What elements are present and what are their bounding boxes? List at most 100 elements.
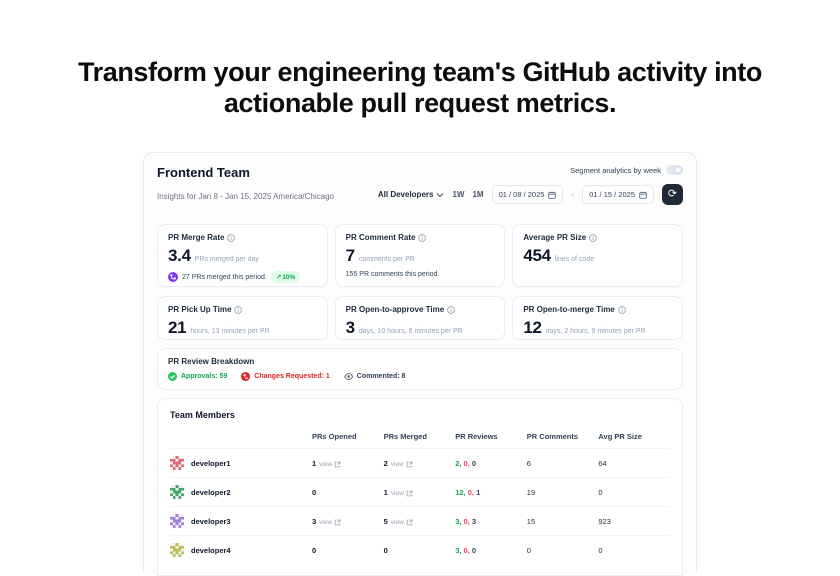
- metric-value: 12: [523, 318, 542, 337]
- table-row: developer2 0 view 1 view 12, 0, 1 19 0: [170, 477, 670, 506]
- external-link-icon: [406, 461, 413, 467]
- review-breakdown-card: PR Review Breakdown Approvals: 59 Change…: [157, 348, 683, 390]
- table-row: developer1 1 view 2 view 2, 0, 0 6 64: [170, 448, 670, 477]
- commented-item: Commented: 8: [343, 372, 406, 381]
- team-members-title: Team Members: [170, 410, 235, 420]
- metric-unit: days, 2 hours, 9 minutes per PR: [545, 328, 646, 335]
- pr-comments-value: 19: [526, 487, 536, 497]
- segment-toggle-label: Segment analytics by week: [570, 165, 661, 175]
- pr-comments-value: 15: [526, 516, 536, 526]
- pr-comments-value: 6: [526, 458, 531, 468]
- commented-label: Commented: 8: [356, 373, 406, 380]
- segment-toggle[interactable]: [666, 165, 683, 175]
- avatar: [170, 456, 184, 470]
- review-breakdown-title: PR Review Breakdown: [168, 357, 255, 366]
- member-name: developer3: [191, 516, 231, 526]
- dashboard-header-right: Segment analytics by week All Developers…: [378, 165, 683, 215]
- metric-value: 3: [345, 318, 355, 337]
- metric-value: 454: [523, 246, 551, 265]
- view-link[interactable]: view: [391, 519, 413, 526]
- info-icon[interactable]: [227, 233, 236, 242]
- date-to-value: 01 / 15 / 2025: [589, 190, 635, 199]
- info-icon[interactable]: [234, 305, 243, 314]
- developers-dropdown[interactable]: All Developers: [378, 190, 445, 199]
- metric-title: Average PR Size: [523, 233, 587, 242]
- pr-comments-value: 0: [526, 545, 531, 555]
- trend-value: 10%: [282, 273, 296, 281]
- avg-pr-size-value: 64: [598, 458, 607, 468]
- avatar: [170, 485, 184, 499]
- calendar-icon[interactable]: [548, 190, 557, 199]
- date-from-value: 01 / 08 / 2025: [498, 190, 545, 199]
- metric-value: 21: [168, 318, 187, 337]
- changes-requested-item: Changes Requested: 1: [241, 372, 330, 381]
- table-row: developer3 3 view 5 view 3, 0, 3 15 923: [170, 506, 670, 535]
- range-1m-button[interactable]: 1M: [472, 190, 484, 199]
- external-link-icon: [334, 461, 341, 467]
- git-merge-icon: [168, 272, 178, 282]
- col-pr-reviews: PR Reviews: [455, 432, 498, 441]
- info-icon[interactable]: [589, 233, 598, 242]
- changes-requested-label: Changes Requested: 1: [254, 373, 330, 380]
- segment-toggle-row: Segment analytics by week: [570, 165, 683, 175]
- trend-up-icon: ↗: [275, 274, 282, 281]
- metrics-row-1: PR Merge Rate 3.4 PRs merged per day 27 …: [157, 224, 683, 287]
- prs-opened-value: 1: [312, 458, 317, 468]
- member-name: developer4: [191, 545, 231, 555]
- pr-reviews-value: 12, 0, 1: [455, 487, 481, 497]
- date-to-input[interactable]: 01 / 15 / 2025: [582, 185, 654, 204]
- avatar: [170, 514, 184, 528]
- refresh-icon: ⟳: [667, 188, 678, 200]
- toggle-knob: [674, 166, 682, 174]
- pr-reviews-value: 3, 0, 3: [455, 516, 477, 526]
- view-link[interactable]: view: [319, 519, 341, 526]
- refresh-button[interactable]: ⟳: [662, 184, 683, 205]
- filters-row: All Developers 1W 1M 01 / 08 / 2025 - 01…: [378, 184, 683, 205]
- avg-pr-size-value: 0: [598, 545, 603, 555]
- dashboard-card: Frontend Team Insights for Jan 8 - Jan 1…: [143, 152, 697, 576]
- prs-opened-value: 0: [312, 545, 317, 555]
- pr-reviews-value: 3, 0, 0: [455, 545, 477, 555]
- external-link-icon: [334, 519, 341, 525]
- team-members-card: Team Members PRs Opened PRs Merged PR Re…: [157, 398, 683, 576]
- prs-merged-value: 5: [383, 516, 388, 526]
- metric-unit: PRs merged per day: [194, 256, 259, 263]
- page-title-line1: Transform your engineering team's GitHub…: [78, 57, 762, 87]
- range-1w-button[interactable]: 1W: [452, 190, 465, 199]
- date-range-separator: -: [571, 190, 575, 199]
- prs-opened-value: 3: [312, 516, 317, 526]
- metric-title: PR Open-to-merge Time: [523, 305, 615, 314]
- avg-pr-size-value: 923: [598, 516, 611, 526]
- metric-value: 7: [345, 246, 355, 265]
- prs-merged-value: 0: [383, 545, 388, 555]
- view-link[interactable]: view: [391, 490, 413, 497]
- metric-title: PR Pick Up Time: [168, 305, 232, 314]
- chevron-down-icon: [436, 192, 445, 197]
- dashboard-header: Frontend Team Insights for Jan 8 - Jan 1…: [157, 165, 683, 215]
- info-icon[interactable]: [447, 305, 456, 314]
- avg-pr-size-value: 0: [598, 487, 603, 497]
- changes-requested-icon: [241, 372, 251, 381]
- col-prs-merged: PRs Merged: [383, 432, 427, 441]
- view-link[interactable]: view: [319, 461, 341, 468]
- info-icon[interactable]: [617, 305, 626, 314]
- metric-card-merge-rate: PR Merge Rate 3.4 PRs merged per day 27 …: [157, 224, 328, 287]
- metric-title: PR Open-to-approve Time: [345, 305, 445, 314]
- col-avg-pr-size: Avg PR Size: [598, 432, 642, 441]
- table-header: PRs Opened PRs Merged PR Reviews PR Comm…: [170, 432, 670, 448]
- date-from-input[interactable]: 01 / 08 / 2025: [491, 185, 564, 204]
- col-prs-opened: PRs Opened: [312, 432, 357, 441]
- calendar-icon[interactable]: [639, 190, 647, 199]
- metric-card-comment-rate: PR Comment Rate 7 comments per PR 155 PR…: [334, 224, 506, 287]
- prs-merged-value: 1: [383, 487, 388, 497]
- dashboard-header-left: Frontend Team Insights for Jan 8 - Jan 1…: [157, 165, 334, 215]
- table-row: developer4 0 view 0 view 3, 0, 0 0 0: [170, 535, 670, 564]
- insights-subtitle: Insights for Jan 8 - Jan 15, 2025 Americ…: [157, 192, 334, 201]
- metric-card-approve-time: PR Open-to-approve Time 3 days, 10 hours…: [334, 296, 506, 340]
- view-link[interactable]: view: [391, 461, 413, 468]
- metric-card-avg-size: Average PR Size 454 lines of code: [512, 224, 683, 287]
- metric-title: PR Comment Rate: [345, 233, 416, 242]
- approvals-item: Approvals: 59: [168, 372, 227, 381]
- metric-card-pickup-time: PR Pick Up Time 21 hours, 13 minutes per…: [157, 296, 328, 340]
- info-icon[interactable]: [418, 233, 427, 242]
